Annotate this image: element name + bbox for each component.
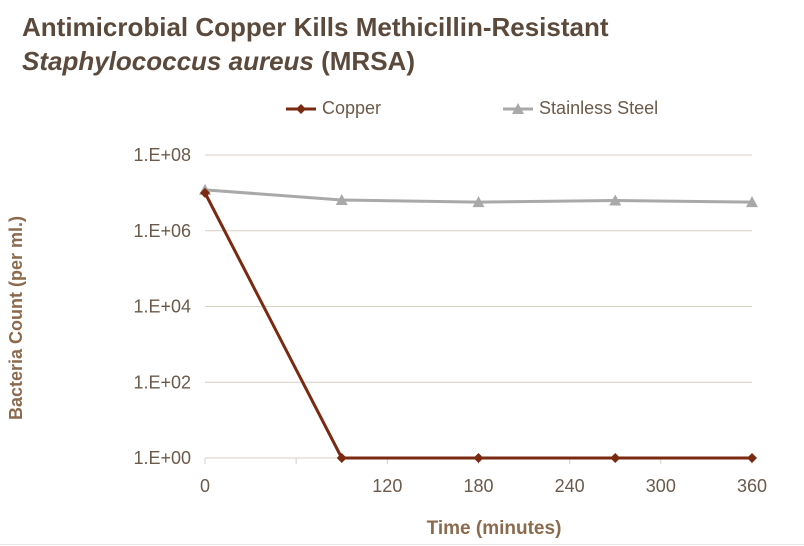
chart-legend: Copper Stainless Steel xyxy=(284,98,778,119)
chart-title: Antimicrobial Copper Kills Methicillin-R… xyxy=(22,10,609,78)
data-point-copper xyxy=(747,453,757,463)
y-tick-label: 1.E+04 xyxy=(133,297,191,317)
data-point-stainless-steel xyxy=(335,193,348,205)
y-axis-label: Bacteria Count (per ml.) xyxy=(6,215,26,420)
data-point-copper xyxy=(200,187,210,198)
x-tick-label: 120 xyxy=(372,476,402,496)
data-point-stainless-steel xyxy=(472,196,485,208)
chart-title-line1: Antimicrobial Copper Kills Methicillin-R… xyxy=(22,12,609,42)
data-point-copper xyxy=(336,453,347,463)
x-axis-label: Time (minutes) xyxy=(426,518,562,539)
legend-marker-stainless-steel xyxy=(503,102,534,114)
data-point-copper xyxy=(610,453,621,463)
x-tick-label: 360 xyxy=(737,476,767,496)
legend-item-stainless-steel: Stainless Steel xyxy=(501,98,658,119)
legend-item-copper: Copper xyxy=(284,98,381,119)
series-line-copper xyxy=(203,192,752,460)
legend-label-stainless-steel: Stainless Steel xyxy=(539,98,659,118)
legend-marker-copper xyxy=(286,103,316,114)
x-tick-label: 180 xyxy=(463,476,493,496)
bottom-divider xyxy=(0,544,804,545)
y-tick-label: 1.E+02 xyxy=(133,372,191,392)
legend-label-copper: Copper xyxy=(322,98,382,118)
y-tick-label: 1.E+06 xyxy=(133,221,191,241)
y-tick-label: 1.E+00 xyxy=(133,448,191,468)
x-axis-label-wrap: Time (minutes) xyxy=(0,518,804,540)
y-tick-label: 1.E+08 xyxy=(133,145,191,165)
data-point-copper xyxy=(473,453,484,463)
x-tick-label: 300 xyxy=(646,476,676,496)
chart-title-suffix: (MRSA) xyxy=(313,46,415,76)
data-point-stainless-steel xyxy=(609,194,622,206)
x-tick-label: 240 xyxy=(555,476,585,496)
data-point-stainless-steel xyxy=(746,196,758,208)
x-tick-label: 0 xyxy=(200,476,210,496)
chart-title-organism: Staphylococcus aureus xyxy=(22,46,314,76)
